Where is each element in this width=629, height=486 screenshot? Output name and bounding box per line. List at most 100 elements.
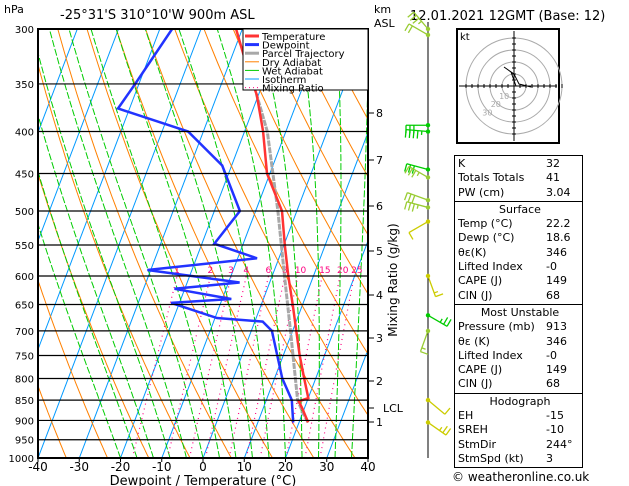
dry-adiabat-line <box>291 29 368 178</box>
hodograph-trace <box>503 66 532 88</box>
legend-entry: Temperature <box>261 32 325 43</box>
index-row: Dewp (°C) 18.6 <box>458 231 582 245</box>
mixing-ratio-label: 1 <box>174 266 180 276</box>
index-value: -0 <box>546 348 557 362</box>
isotherm-line <box>38 29 119 243</box>
wind-barb-dot <box>425 26 431 32</box>
index-label: CIN (J) <box>458 288 493 302</box>
wind-barb-feather <box>421 347 426 350</box>
index-label: θε (K) <box>458 334 490 348</box>
parcel-trajectory-line <box>254 93 310 424</box>
wind-barb-feather <box>404 129 407 138</box>
wind-barb-dot <box>425 313 431 318</box>
wind-barb-shaft <box>427 421 447 436</box>
section-title: Most Unstable <box>480 305 560 319</box>
index-row: EH -15 <box>458 409 582 423</box>
wind-barb-feather <box>411 165 416 174</box>
wind-barb-dot <box>425 129 431 134</box>
index-row: Pressure (mb) 913 <box>458 320 582 334</box>
hodograph-ring-label: 20 <box>491 100 501 109</box>
wind-barb-feather <box>443 317 449 325</box>
wet-adiabat-line <box>68 29 204 458</box>
index-row: SREH -10 <box>458 423 582 437</box>
wind-barb <box>408 219 431 240</box>
dry-adiabat-line <box>38 384 67 458</box>
x-tick-label: -30 <box>69 460 89 474</box>
x-axis-title: Dewpoint / Temperature (°C) <box>110 474 297 486</box>
km-tick-label: 5 <box>376 245 383 258</box>
wind-barb-dot <box>425 32 431 38</box>
mixing-ratio-line <box>204 275 247 458</box>
wind-barb-feather <box>416 172 420 177</box>
mixing-ratio-line <box>245 275 286 458</box>
wind-barb <box>404 128 431 139</box>
index-value: 346 <box>546 245 567 259</box>
y-tick-label: 950 <box>15 436 34 447</box>
lcl-label: LCL <box>383 402 404 415</box>
index-row: PW (cm) 3.04 <box>458 186 582 200</box>
wind-barb-shaft <box>408 23 429 36</box>
index-label: PW (cm) <box>458 185 505 199</box>
index-value: 32 <box>546 157 560 170</box>
hodograph-section: Hodograph EH -15 SREH -10 StmDir 244° StmSpd (k… <box>454 392 583 469</box>
index-label: EH <box>458 409 474 423</box>
mixing-ratio-label: 6 <box>266 266 272 276</box>
mixing-ratio-label: 20 <box>337 266 349 276</box>
legend-entry: Dewpoint <box>262 41 310 52</box>
wind-barb-feather <box>411 195 416 204</box>
y-tick-label: 650 <box>15 301 34 312</box>
index-value: 913 <box>546 320 567 334</box>
y-tick-label: 900 <box>15 416 34 427</box>
y-tick-label: 500 <box>15 207 34 218</box>
index-value: 149 <box>546 363 567 377</box>
index-value: -0 <box>546 260 557 274</box>
surface-section: Surface Temp (°C) 22.2 Dewp (°C) 18.6 θε(K) 34… <box>454 200 583 304</box>
hodograph-ring-label: 10 <box>499 92 509 101</box>
wind-barb-feather <box>407 25 413 34</box>
hodograph-ring-label: 30 <box>482 109 492 118</box>
index-label: Temp (°C) <box>458 217 513 231</box>
wind-barb <box>404 23 431 38</box>
x-tick-label: 40 <box>360 460 375 474</box>
indices-table: K 32 Totals Totals 41 PW (cm) 3.04 Surface Tem… <box>454 155 583 469</box>
y-tick-label: 300 <box>15 25 34 36</box>
index-label: Pressure (mb) <box>458 320 535 334</box>
index-row: CAPE (J) 149 <box>458 363 582 377</box>
index-value: 149 <box>546 274 567 288</box>
wind-barb-shaft <box>427 275 437 297</box>
y-tick-label: 600 <box>15 272 34 283</box>
km-unit-label: km <box>374 3 391 16</box>
wind-barb-feather <box>408 129 411 138</box>
index-value: 3 <box>546 451 553 465</box>
index-label: Totals Totals <box>458 171 525 185</box>
mixing-ratio-label: 10 <box>295 266 307 276</box>
mixing-ratio-line <box>131 275 178 458</box>
wind-barb <box>425 273 444 298</box>
index-label: Lifted Index <box>458 260 523 274</box>
wind-barb-shaft <box>413 11 429 30</box>
wind-barb-feather <box>412 130 415 139</box>
dry-adiabat-line <box>584 29 629 458</box>
index-label: K <box>458 157 466 170</box>
legend-entry: Dry Adiabat <box>262 58 321 69</box>
wind-barb-shaft <box>408 220 429 234</box>
index-row: Lifted Index -0 <box>458 260 582 274</box>
index-value: -10 <box>546 423 564 437</box>
wind-barb-dot <box>425 219 431 224</box>
wind-barb-feather <box>444 407 451 415</box>
legend-entry: Parcel Trajectory <box>262 49 345 60</box>
y-tick-label: 1000 <box>9 454 34 465</box>
x-tick-label: -40 <box>28 460 48 474</box>
wind-barb-dot <box>425 197 431 203</box>
general-indices: K 32 Totals Totals 41 PW (cm) 3.04 <box>454 155 583 201</box>
datetime-title: 12.01.2021 12GMT (Base: 12) <box>410 9 605 24</box>
index-value: 68 <box>546 377 560 391</box>
mixing-ratio-label: 4 <box>243 266 249 276</box>
mixing-ratio-line <box>259 275 299 458</box>
wind-barb-feather <box>407 11 415 18</box>
mixing-ratio-line <box>304 275 341 458</box>
y-tick-label: 400 <box>15 128 34 139</box>
index-row: StmDir 244° <box>458 438 582 452</box>
